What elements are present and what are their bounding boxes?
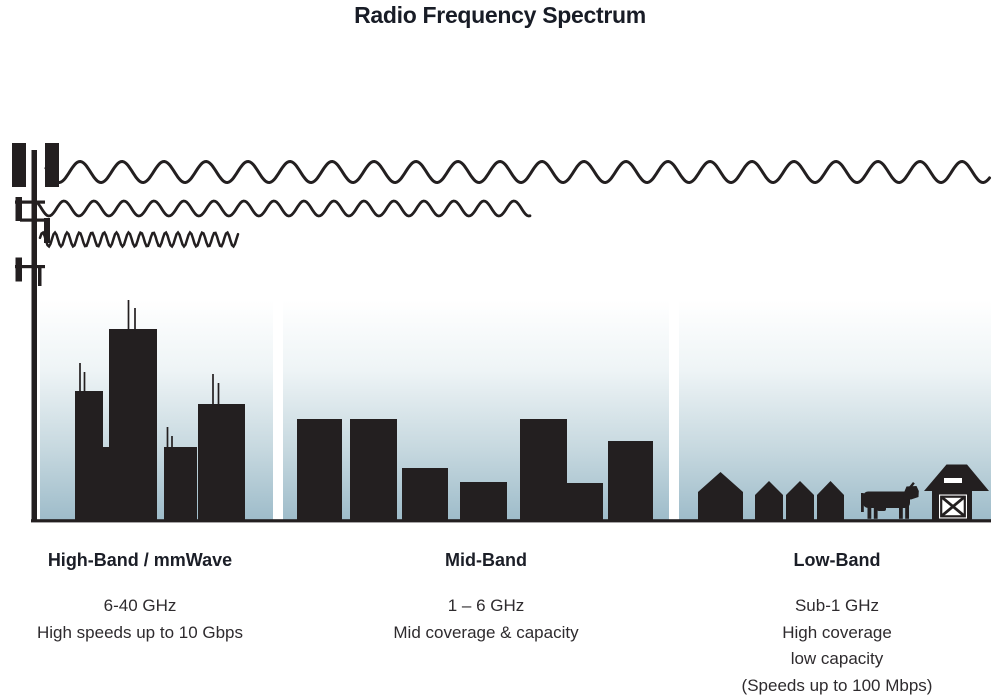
band-detail-line: 6-40 GHz (103, 596, 177, 615)
tower-part (15, 197, 22, 221)
low-band-rural-scene (698, 464, 989, 520)
page-title: Radio Frequency Spectrum (354, 2, 646, 28)
band-label-low-band: Low-Band Sub-1 GHz High coverage low capac… (672, 550, 1000, 699)
tower-part (31, 150, 37, 522)
cow-icon (861, 482, 919, 519)
band-detail-line: low capacity (790, 649, 884, 668)
high-band-building (164, 447, 197, 520)
band-details-high-band: 6-40 GHz High speeds up to 10 Gbps (0, 593, 305, 646)
house-icon (755, 481, 783, 520)
band-detail-line: Mid coverage & capacity (393, 622, 579, 642)
high-band-building (109, 329, 157, 520)
house-icon (786, 481, 814, 520)
tower-part (12, 143, 26, 187)
band-details-low-band: Sub-1 GHz High coverage low capacity (Speed… (672, 593, 1000, 699)
tower-part (15, 257, 22, 282)
band-detail-line: (Speeds up to 100 Mbps) (741, 675, 933, 695)
band-detail-line: High speeds up to 10 Gbps (36, 622, 244, 642)
barn-loft-opening (944, 478, 962, 483)
high-band-city-skyline (75, 300, 245, 520)
band-label-high-band: High-Band / mmWave 6-40 GHz High speeds u… (0, 550, 305, 646)
mid-band-building (402, 468, 448, 520)
house-icon (817, 481, 844, 520)
house-icon (698, 472, 743, 520)
cell-tower-icon (12, 143, 59, 522)
mid-band-building (567, 483, 603, 520)
band-heading-high-band: High-Band / mmWave (47, 550, 233, 570)
tower-part (45, 143, 59, 187)
high-band-building (198, 404, 245, 520)
tower-part (20, 218, 45, 222)
mid-band-city-skyline (297, 419, 653, 520)
mid-band-building (608, 441, 653, 520)
ground-line-bar (31, 519, 991, 523)
medium-wave-mid-frequency (36, 199, 532, 218)
band-heading-mid-band: Mid-Band (445, 550, 527, 570)
barn-icon (924, 464, 989, 520)
ground-line (31, 519, 991, 523)
tower-part (15, 200, 45, 204)
band-detail-line: High coverage (782, 622, 892, 642)
tower-part (44, 218, 50, 243)
mid-band-building (297, 419, 342, 520)
tower-part (38, 268, 42, 286)
high-band-building (75, 391, 103, 520)
high-band-building (103, 447, 109, 520)
band-detail-line: 1 – 6 GHz (447, 596, 525, 615)
long-wave-low-frequency (44, 159, 991, 185)
radio-waves (36, 159, 991, 249)
band-heading-low-band: Low-Band (793, 550, 881, 570)
mid-band-building (350, 419, 397, 520)
band-details-mid-band: 1 – 6 GHz Mid coverage & capacity (321, 593, 651, 646)
mid-band-building (520, 419, 567, 520)
mid-band-building (460, 482, 507, 520)
band-detail-line: Sub-1 GHz (794, 596, 880, 615)
tower-part (15, 265, 45, 269)
band-label-mid-band: Mid-Band 1 – 6 GHz Mid coverage & capacit… (321, 550, 651, 646)
short-wave-high-frequency (38, 230, 240, 249)
